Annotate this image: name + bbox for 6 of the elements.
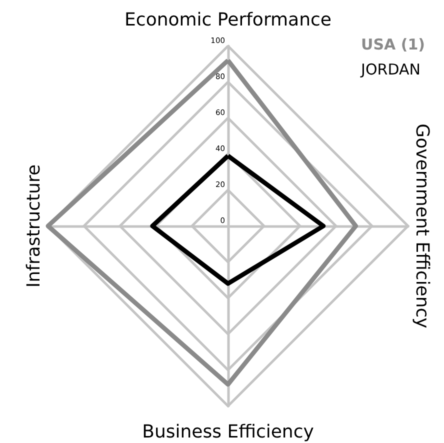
text: JORDAN (360, 60, 420, 78)
spoke-label: Economic Performance (124, 10, 332, 30)
spoke-label: Business Efficiency (142, 422, 314, 442)
spoke-label: Government Efficiency (412, 124, 432, 329)
spoke-label: Infrastructure (24, 164, 44, 288)
text: USA (1) (361, 36, 426, 54)
